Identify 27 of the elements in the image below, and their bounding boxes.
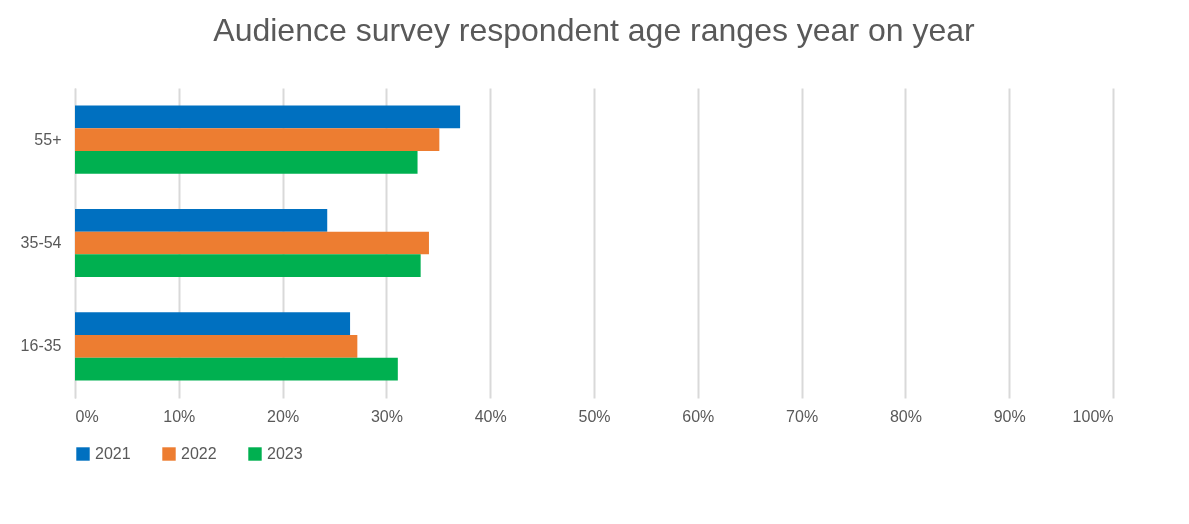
bar bbox=[75, 208, 328, 232]
y-tick-label: 16-35 bbox=[20, 337, 62, 355]
x-tick-label: 40% bbox=[474, 407, 507, 425]
x-tick-label: 20% bbox=[267, 407, 300, 425]
bar bbox=[75, 334, 358, 358]
legend-label: 2022 bbox=[181, 445, 217, 462]
chart-title: Audience survey respondent age ranges year on year bbox=[213, 12, 976, 48]
y-tick-label: 55+ bbox=[34, 130, 62, 148]
bar bbox=[75, 231, 429, 255]
bar bbox=[75, 105, 461, 129]
y-tick-label: 35-54 bbox=[20, 234, 62, 251]
x-tick-label: 100% bbox=[1072, 407, 1114, 425]
bar bbox=[75, 254, 421, 278]
x-tick-label: 80% bbox=[889, 407, 922, 425]
x-tick-label: 0% bbox=[75, 407, 99, 425]
x-tick-label: 90% bbox=[993, 407, 1026, 425]
x-tick-label: 70% bbox=[786, 407, 819, 425]
bar bbox=[75, 357, 398, 381]
legend-label: 2021 bbox=[95, 445, 131, 462]
bar bbox=[75, 128, 440, 152]
x-tick-label: 10% bbox=[163, 407, 196, 425]
x-tick-label: 30% bbox=[370, 407, 403, 425]
x-tick-label: 50% bbox=[578, 407, 611, 425]
x-tick-label: 60% bbox=[682, 407, 715, 425]
legend-label: 2023 bbox=[267, 445, 303, 462]
bar bbox=[75, 312, 351, 335]
bar bbox=[75, 151, 418, 174]
